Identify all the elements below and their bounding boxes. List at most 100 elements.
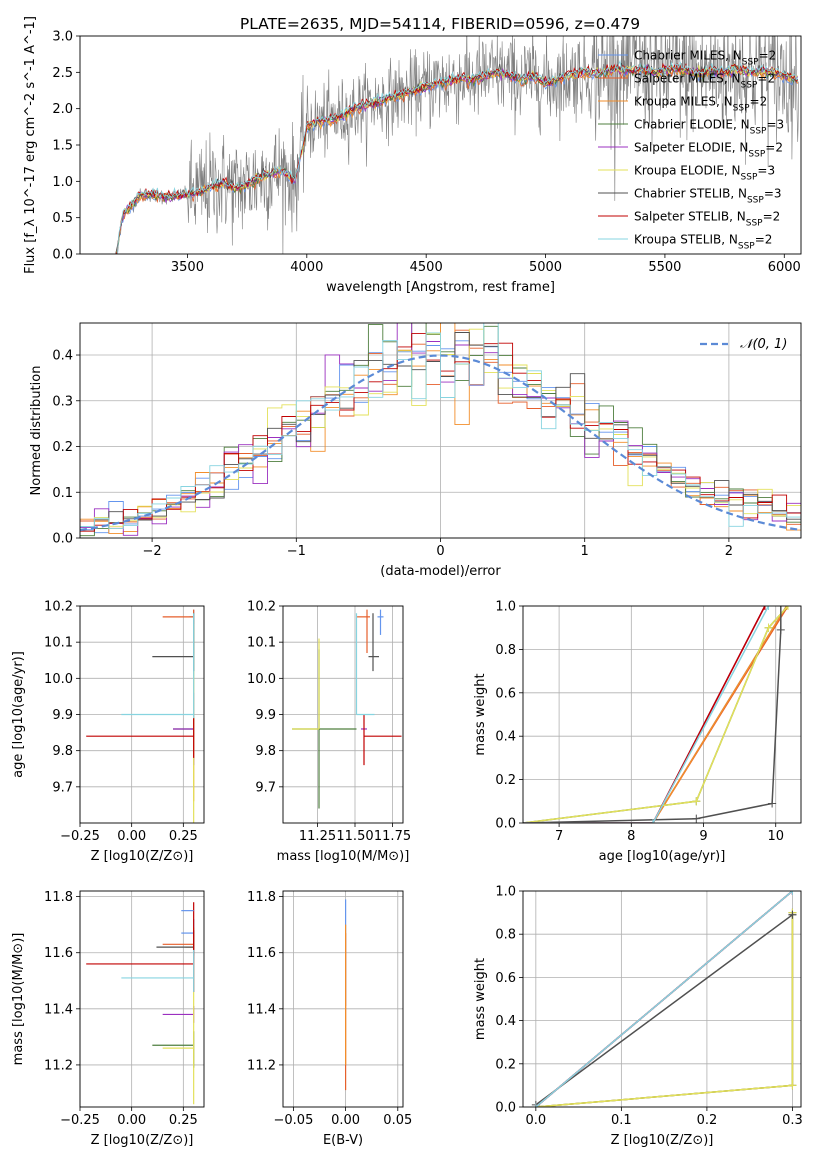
mass_vs_Z-xtick-label: 0.00	[117, 1113, 146, 1128]
spectrum-xtick-label: 6000	[768, 260, 801, 275]
age_vs_mass-ytick-label: 9.9	[255, 708, 276, 723]
cumulative_age-series-8	[523, 606, 766, 823]
cumulative_Z-ytick-label: 0.8	[495, 928, 516, 943]
spectrum-xtick-label: 4500	[410, 260, 443, 275]
age_vs_mass-xtick-label: 11.50	[336, 829, 373, 844]
cumulative_Z-series-7	[535, 914, 793, 1106]
mass_vs_Z-ytick-label: 11.2	[44, 1058, 73, 1073]
age_vs_Z-ylabel: age [log10(age/yr)]	[11, 651, 26, 778]
cumulative_age-xtick-label: 7	[555, 829, 563, 844]
age_vs_Z-xtick-label: 0.00	[117, 829, 146, 844]
cumulative_age-series-3	[523, 606, 788, 823]
age_vs_mass-ytick-label: 10.2	[247, 600, 276, 615]
residuals-ytick-label: 0.0	[52, 532, 73, 547]
age_vs_mass-xtick-label: 11.25	[299, 829, 336, 844]
age_vs_mass-ytick-label: 10.0	[247, 672, 276, 687]
legend-label: Kroupa STELIB, NSSP=2	[634, 233, 772, 252]
mass_vs_ebv-ytick-label: 11.4	[247, 1002, 276, 1017]
cumulative_age-marker	[776, 625, 785, 634]
cumulative_age-series-9	[523, 606, 770, 823]
cumulative_age-ytick-label: 0.0	[495, 817, 516, 832]
cumulative_Z-xtick-label: 0.3	[782, 1113, 803, 1128]
model-spectrum-5	[115, 64, 799, 254]
spectrum-xtick-label: 5500	[648, 260, 681, 275]
age_vs_Z-ytick-label: 9.9	[52, 708, 73, 723]
age_vs_Z-xtick-label: 0.25	[169, 829, 198, 844]
cumulative_age-marker	[760, 606, 769, 610]
mass_vs_Z-axes: −0.25 0.00 0.25 11.2 11.4 11.6 11.8 Z [log10(Z/…	[11, 890, 204, 1148]
cumulative_Z-marker	[531, 1103, 540, 1107]
residuals-ytick-label: 0.4	[52, 349, 73, 364]
age_vs_mass-axes: 11.25 11.50 11.75 9.7 9.8 9.9 10.0 10.1 10.2 mass…	[247, 600, 411, 865]
age_vs_Z-xlabel: Z [log10(Z/Z⊙)]	[91, 849, 194, 864]
age_vs_mass-ytick-label: 10.1	[247, 636, 276, 651]
cumulative_Z-xtick-label: 0.0	[525, 1113, 546, 1128]
mass_vs_ebv-xlabel: E(B-V)	[323, 1133, 363, 1148]
mass_vs_ebv-frame	[282, 890, 404, 1108]
age_vs_mass-ytick-label: 9.8	[255, 744, 276, 759]
cumulative_age-marker	[776, 606, 785, 610]
age_vs_Z-xtick-label: −0.25	[60, 829, 100, 844]
cumulative_age-marker	[768, 799, 777, 808]
spectrum-ytick-label: 1.0	[52, 175, 73, 190]
residuals-xtick-label: 1	[581, 544, 589, 559]
spectrum-title: PLATE=2635, MJD=54114, FIBERID=0596, z=0…	[240, 15, 640, 33]
cumulative_Z-ytick-label: 1.0	[495, 885, 516, 900]
cumulative_Z-axes: 0.0 0.1 0.2 0.3 0.0 0.2 0.4 0.6 0.8 1.0 Z [log10(Z…	[473, 885, 803, 1149]
cumulative_age-ytick-label: 0.2	[495, 773, 516, 788]
mass_vs_ebv-xtick-label: −0.05	[274, 1113, 314, 1128]
mass_vs_ebv-ytick-label: 11.8	[247, 890, 276, 905]
cumulative_Z-ytick-label: 0.6	[495, 971, 516, 986]
residuals-axes: −2 −1 0 1 2 0.0 0.1 0.2 0.3 0.4 (data-model)/error…	[29, 323, 801, 579]
residual-legend-label: 𝒩(0, 1)	[740, 337, 787, 352]
legend-label: Kroupa ELODIE, NSSP=3	[634, 164, 775, 183]
normal-reference-curve	[80, 354, 801, 532]
cumulative_Z-plot	[531, 891, 797, 1107]
age_vs_Z-ytick-label: 9.7	[52, 780, 73, 795]
age_vs_mass-xlabel: mass [log10(M/M⊙)]	[277, 849, 410, 864]
spectrum-ytick-label: 1.5	[52, 139, 73, 154]
mass_vs_Z-ytick-label: 11.6	[44, 946, 73, 961]
cumulative_age-series-2	[523, 606, 789, 823]
mass_vs_ebv-xtick-label: 0.05	[383, 1113, 412, 1128]
model-spectrum-8	[115, 62, 798, 254]
age_vs_Z-frame	[79, 605, 205, 824]
cumulative_Z-xtick-label: 0.2	[697, 1113, 718, 1128]
mass_vs_Z-frame	[79, 890, 205, 1108]
residuals-ytick-label: 0.1	[52, 486, 73, 501]
residuals-xtick-label: −2	[143, 544, 162, 559]
residuals-xtick-label: −1	[287, 544, 306, 559]
residuals-frame	[79, 322, 802, 539]
mass_vs_Z-ylabel: mass [log10(M/M⊙)]	[11, 933, 26, 1066]
residuals-ytick-label: 0.3	[52, 394, 73, 409]
cumulative_age-marker	[692, 814, 701, 823]
cumulative_Z-marker	[788, 1081, 797, 1090]
cumulative_age-series-6	[523, 606, 789, 823]
age_vs_Z-ytick-label: 10.0	[44, 672, 73, 687]
cumulative_age-xlabel: age [log10(age/yr)]	[599, 849, 726, 864]
legend-label: Salpeter STELIB, NSSP=2	[634, 210, 780, 229]
cumulative_Z-ytick-label: 0.0	[495, 1101, 516, 1116]
cumulative_age-xtick-label: 8	[627, 829, 635, 844]
mass_vs_Z-plot	[86, 902, 195, 1105]
mass_vs_Z-ytick-label: 11.8	[44, 890, 73, 905]
cumulative_age-marker	[648, 819, 657, 823]
spectrum-ytick-label: 2.0	[52, 102, 73, 117]
mass_vs_ebv-xtick-label: 0.00	[331, 1113, 360, 1128]
spectrum-plot	[115, 36, 799, 254]
cumulative_Z-xlabel: Z [log10(Z/Z⊙)]	[611, 1133, 714, 1148]
cumulative_age-frame	[522, 605, 802, 824]
spectrum-xtick-label: 5000	[529, 260, 562, 275]
age_vs_mass-xtick-label: 11.75	[374, 829, 411, 844]
spectrum-ytick-label: 2.5	[52, 66, 73, 81]
legend-label: Salpeter ELODIE, NSSP=2	[634, 141, 783, 160]
age_vs_Z-ytick-label: 9.8	[52, 744, 73, 759]
spectrum-xtick-label: 3500	[171, 260, 204, 275]
cumulative_age-ylabel: mass weight	[473, 673, 488, 755]
age_vs_mass-ytick-label: 9.7	[255, 780, 276, 795]
cumulative_age-ytick-label: 1.0	[495, 600, 516, 615]
cumulative_Z-frame	[522, 890, 802, 1108]
cumulative_Z-marker	[788, 891, 797, 895]
